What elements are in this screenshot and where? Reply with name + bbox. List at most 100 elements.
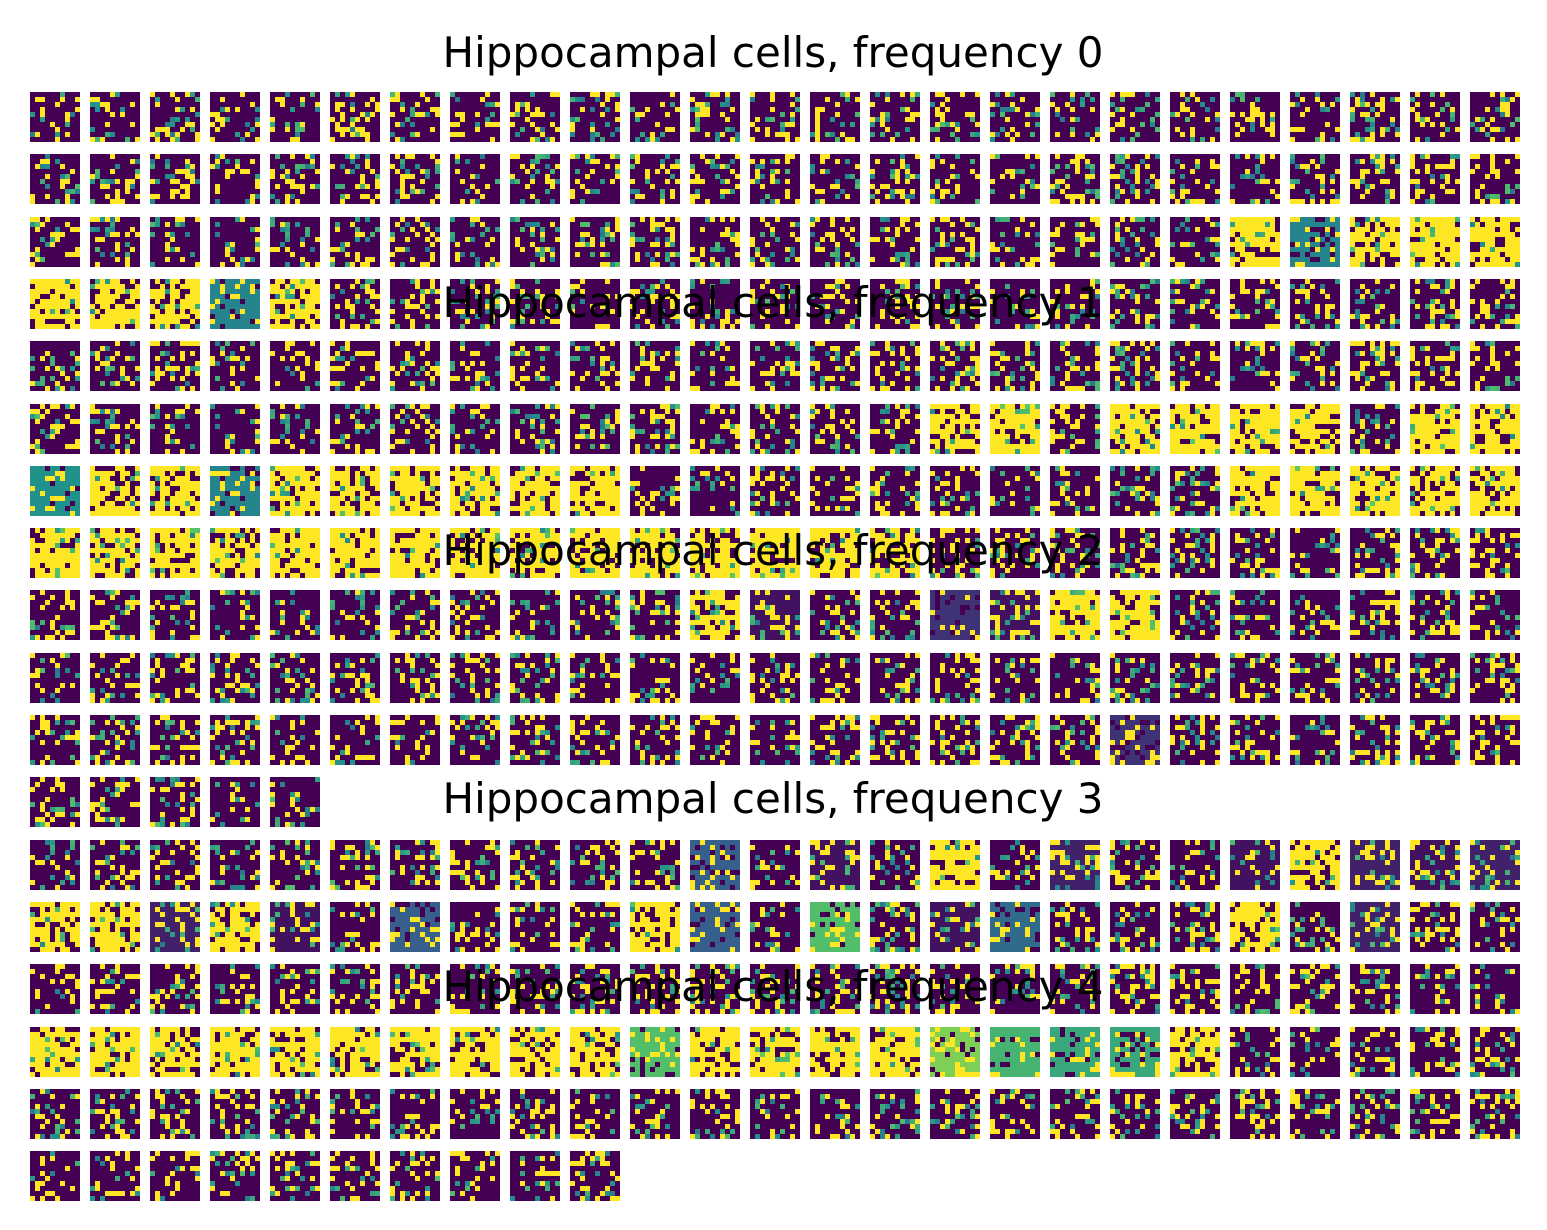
heatmap-tile — [1410, 1027, 1460, 1077]
heatmap-tile — [270, 840, 320, 890]
heatmap-tile — [1470, 653, 1520, 703]
heatmap-tile — [750, 902, 800, 952]
heatmap-tile — [1350, 528, 1400, 578]
heatmap-tile — [450, 1151, 500, 1201]
heatmap-tile — [630, 154, 680, 204]
heatmap-tile — [990, 154, 1040, 204]
heatmap-tile — [750, 964, 800, 1014]
heatmap-tile — [930, 217, 980, 267]
heatmap-tile — [870, 466, 920, 516]
heatmap-tile — [270, 217, 320, 267]
heatmap-tile — [1170, 964, 1220, 1014]
heatmap-tile — [210, 777, 260, 827]
heatmap-tile — [510, 466, 560, 516]
heatmap-tile — [1170, 404, 1220, 454]
heatmap-tile — [870, 590, 920, 640]
heatmap-tile — [510, 217, 560, 267]
heatmap-tile — [1290, 902, 1340, 952]
heatmap-tile — [570, 217, 620, 267]
heatmap-tile — [870, 964, 920, 1014]
heatmap-tile — [990, 341, 1040, 391]
heatmap-tile — [810, 964, 860, 1014]
heatmap-tile — [1350, 92, 1400, 142]
heatmap-tile — [1350, 902, 1400, 952]
heatmap-tile — [750, 653, 800, 703]
heatmap-tile — [210, 466, 260, 516]
heatmap-tile — [90, 653, 140, 703]
heatmap-tile — [1230, 902, 1280, 952]
heatmap-tile — [1470, 1089, 1520, 1139]
heatmap-tile — [570, 1089, 620, 1139]
heatmap-tile — [1410, 279, 1460, 329]
heatmap-tile — [150, 279, 200, 329]
heatmap-tile — [570, 1027, 620, 1077]
heatmap-tile — [390, 1089, 440, 1139]
heatmap-tile — [1410, 1089, 1460, 1139]
heatmap-tile — [1470, 92, 1520, 142]
heatmap-tile — [1350, 590, 1400, 640]
heatmap-tile — [210, 217, 260, 267]
heatmap-tile — [1230, 715, 1280, 765]
heatmap-tile — [30, 1089, 80, 1139]
heatmap-tile — [570, 528, 620, 578]
heatmap-tile — [1230, 279, 1280, 329]
heatmap-tile — [690, 964, 740, 1014]
heatmap-tile — [1230, 528, 1280, 578]
heatmap-tile — [930, 404, 980, 454]
heatmap-tile — [1110, 1027, 1160, 1077]
heatmap-tile — [570, 1151, 620, 1201]
heatmap-tile — [810, 404, 860, 454]
heatmap-tile — [90, 154, 140, 204]
heatmap-tile — [450, 217, 500, 267]
heatmap-tile — [210, 279, 260, 329]
heatmap-tile — [690, 279, 740, 329]
heatmap-tile — [1470, 466, 1520, 516]
heatmap-tile — [1470, 964, 1520, 1014]
heatmap-tile — [1410, 840, 1460, 890]
heatmap-tile — [330, 341, 380, 391]
heatmap-tile — [1110, 840, 1160, 890]
heatmap-tile — [570, 279, 620, 329]
heatmap-tile — [210, 653, 260, 703]
heatmap-tile — [1350, 466, 1400, 516]
heatmap-tile — [870, 528, 920, 578]
heatmap-tile — [90, 1151, 140, 1201]
heatmap-tile — [1050, 1089, 1100, 1139]
heatmap-tile — [810, 653, 860, 703]
heatmap-tile — [270, 902, 320, 952]
heatmap-tile — [570, 715, 620, 765]
heatmap-tile — [810, 1089, 860, 1139]
heatmap-tile — [690, 341, 740, 391]
panel-title-frequency-4: Hippocampal cells, frequency 4 — [442, 962, 1104, 1011]
heatmap-tile — [990, 217, 1040, 267]
heatmap-tile — [630, 279, 680, 329]
heatmap-tile — [210, 1089, 260, 1139]
heatmap-tile — [690, 154, 740, 204]
heatmap-tile — [390, 528, 440, 578]
heatmap-tile — [1470, 404, 1520, 454]
heatmap-tile — [750, 92, 800, 142]
heatmap-tile — [510, 653, 560, 703]
heatmap-tile — [30, 777, 80, 827]
heatmap-tile — [1470, 279, 1520, 329]
heatmap-tile — [270, 404, 320, 454]
heatmap-tile — [390, 217, 440, 267]
heatmap-tile — [330, 964, 380, 1014]
heatmap-tile — [30, 466, 80, 516]
heatmap-tile — [870, 92, 920, 142]
heatmap-tile — [90, 777, 140, 827]
heatmap-tile — [390, 404, 440, 454]
heatmap-tile — [270, 154, 320, 204]
heatmap-tile — [1410, 653, 1460, 703]
heatmap-tile — [270, 590, 320, 640]
heatmap-tile — [810, 279, 860, 329]
heatmap-tile — [810, 528, 860, 578]
panel-title-frequency-1: Hippocampal cells, frequency 1 — [442, 278, 1104, 327]
heatmap-tile — [30, 715, 80, 765]
heatmap-tile — [930, 528, 980, 578]
heatmap-tile — [870, 154, 920, 204]
heatmap-tile — [330, 840, 380, 890]
heatmap-tile — [450, 466, 500, 516]
heatmap-tile — [450, 528, 500, 578]
heatmap-tile — [450, 590, 500, 640]
